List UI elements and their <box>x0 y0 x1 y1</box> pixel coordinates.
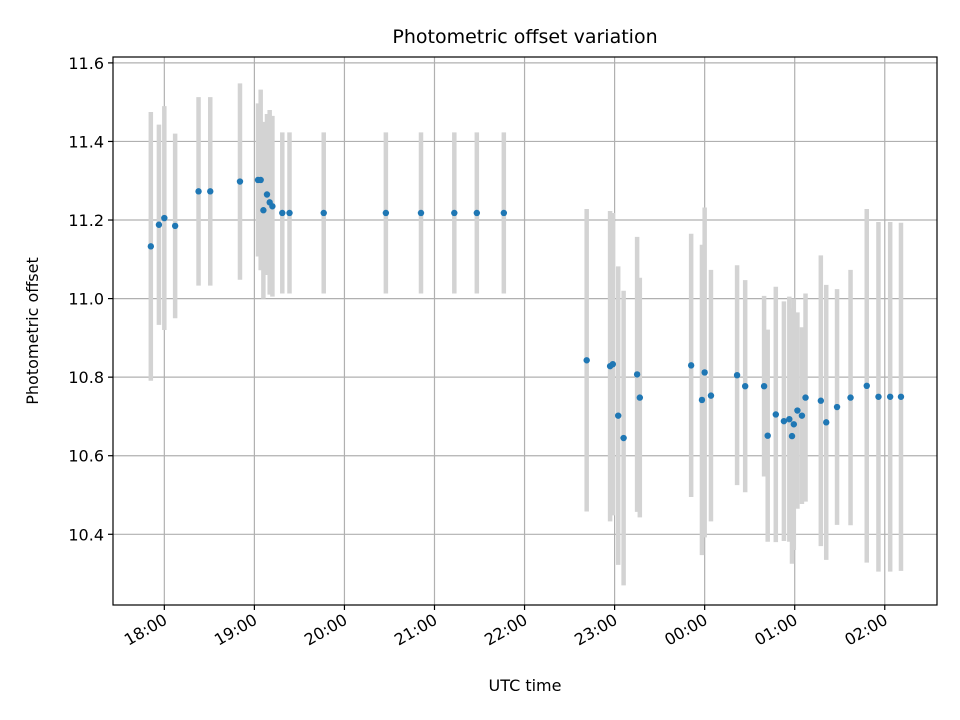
x-axis-label: UTC time <box>489 676 562 695</box>
y-tick-label: 11.2 <box>68 211 104 230</box>
y-tick-label: 11.4 <box>68 132 104 151</box>
data-point <box>161 214 168 222</box>
data-point <box>615 412 622 419</box>
data-point <box>417 209 425 217</box>
data-points <box>147 176 905 442</box>
data-point <box>863 382 870 389</box>
chart-title: Photometric offset variation <box>392 26 657 48</box>
data-point <box>780 417 788 425</box>
data-point <box>701 369 708 376</box>
y-tick-label: 10.8 <box>68 368 104 387</box>
data-point <box>320 209 327 217</box>
data-point <box>741 382 749 390</box>
data-point <box>733 371 741 379</box>
y-axis-ticks: 10.4 10.6 10.8 11.0 11.2 11.4 11.6 <box>68 54 113 544</box>
data-point <box>636 394 644 401</box>
data-point <box>207 188 214 195</box>
data-point <box>833 403 841 411</box>
data-point <box>155 221 163 228</box>
data-point <box>473 209 481 217</box>
data-point <box>786 415 793 423</box>
data-point <box>609 360 617 368</box>
data-point <box>886 393 894 400</box>
data-point <box>147 243 155 250</box>
data-point <box>794 407 801 414</box>
data-point <box>633 371 641 378</box>
y-tick-label: 10.4 <box>68 525 104 544</box>
data-point <box>257 176 264 184</box>
data-point <box>897 393 905 400</box>
data-point <box>772 411 780 418</box>
data-point <box>260 207 267 214</box>
data-point <box>788 432 796 440</box>
data-point <box>382 209 390 217</box>
data-point <box>802 394 809 401</box>
data-point <box>798 412 806 419</box>
data-point <box>286 209 293 217</box>
data-point <box>171 222 179 230</box>
data-point <box>687 362 695 369</box>
data-point <box>620 434 627 442</box>
data-point <box>583 357 590 364</box>
y-tick-label: 11.6 <box>68 54 104 73</box>
data-point <box>195 188 202 195</box>
y-axis-label: Photometric offset <box>23 257 42 405</box>
data-point <box>764 432 771 439</box>
data-point <box>707 392 715 399</box>
data-point <box>269 203 276 210</box>
data-point <box>236 178 244 185</box>
data-point <box>817 397 825 404</box>
data-point <box>790 421 798 428</box>
data-point <box>847 394 854 401</box>
data-point <box>760 382 768 390</box>
y-tick-label: 10.6 <box>68 447 104 466</box>
y-tick-label: 11.0 <box>68 290 104 309</box>
data-point <box>698 396 706 404</box>
data-point <box>451 209 458 217</box>
data-point <box>279 209 286 217</box>
data-point <box>875 393 882 400</box>
data-point <box>823 419 830 426</box>
data-point <box>263 191 271 198</box>
data-point <box>500 209 508 217</box>
